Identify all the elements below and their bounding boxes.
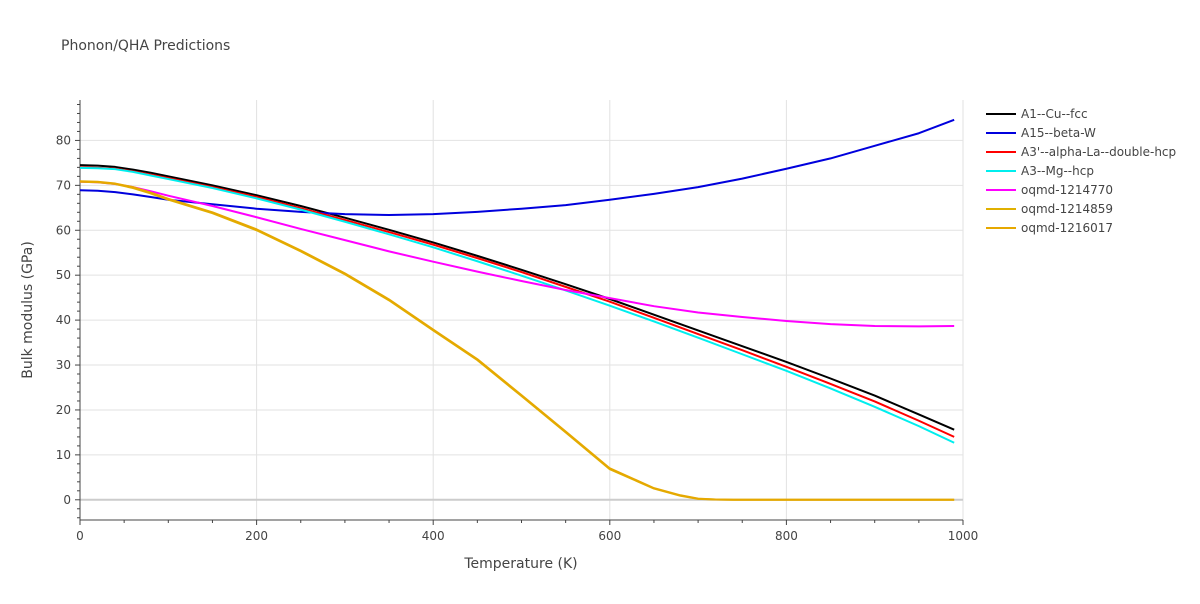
legend-item[interactable]: oqmd-1216017 bbox=[986, 221, 1113, 235]
legend-label: A15--beta-W bbox=[1021, 126, 1096, 140]
y-tick-label: 10 bbox=[56, 448, 71, 462]
series-line-2 bbox=[79, 118, 955, 216]
series-line-6 bbox=[79, 180, 955, 501]
y-tick-label: 70 bbox=[56, 178, 71, 192]
series-line-3 bbox=[79, 166, 955, 438]
axes: 0 200 400 600 800 1000 0 10 20 30 40 50 60 70 80 bbox=[56, 100, 979, 543]
legend-item[interactable]: A1--Cu--fcc bbox=[986, 107, 1088, 121]
legend-item[interactable]: oqmd-1214770 bbox=[986, 183, 1113, 197]
y-tick-label: 50 bbox=[56, 268, 71, 282]
legend-label: A3--Mg--hcp bbox=[1021, 164, 1094, 178]
legend-label: oqmd-1214770 bbox=[1021, 183, 1113, 197]
legend-item[interactable]: A3'--alpha-La--double-hcp bbox=[986, 145, 1176, 159]
y-axis-title: Bulk modulus (GPa) bbox=[20, 241, 36, 379]
legend-label: oqmd-1214859 bbox=[1021, 202, 1113, 216]
legend-label: A1--Cu--fcc bbox=[1021, 107, 1088, 121]
series-line-5 bbox=[79, 180, 955, 328]
y-tick-label: 30 bbox=[56, 358, 71, 372]
legend[interactable]: A1--Cu--fcc A15--beta-W A3'--alpha-La--dou… bbox=[986, 107, 1176, 235]
x-tick-label: 800 bbox=[775, 529, 798, 543]
x-tick-label: 400 bbox=[422, 529, 445, 543]
x-tick-label: 200 bbox=[245, 529, 268, 543]
legend-label: oqmd-1216017 bbox=[1021, 221, 1113, 235]
x-tick-label: 600 bbox=[598, 529, 621, 543]
y-tick-label: 60 bbox=[56, 223, 71, 237]
chart-title: Phonon/QHA Predictions bbox=[61, 38, 230, 54]
legend-item[interactable]: oqmd-1214859 bbox=[986, 202, 1113, 216]
legend-item[interactable]: A15--beta-W bbox=[986, 126, 1096, 140]
series-line-1 bbox=[79, 164, 955, 431]
y-tick-label: 40 bbox=[56, 313, 71, 327]
series-lines bbox=[79, 118, 955, 501]
x-tick-label: 1000 bbox=[948, 529, 979, 543]
x-tick-label: 0 bbox=[76, 529, 84, 543]
y-tick-label: 0 bbox=[63, 493, 71, 507]
series-line-4 bbox=[79, 166, 955, 444]
y-tick-label: 20 bbox=[56, 403, 71, 417]
series-line-7 bbox=[79, 180, 955, 501]
grid bbox=[80, 100, 964, 520]
x-axis-title: Temperature (K) bbox=[463, 556, 577, 572]
y-tick-label: 80 bbox=[56, 133, 71, 147]
legend-item[interactable]: A3--Mg--hcp bbox=[986, 164, 1094, 178]
legend-label: A3'--alpha-La--double-hcp bbox=[1021, 145, 1176, 159]
